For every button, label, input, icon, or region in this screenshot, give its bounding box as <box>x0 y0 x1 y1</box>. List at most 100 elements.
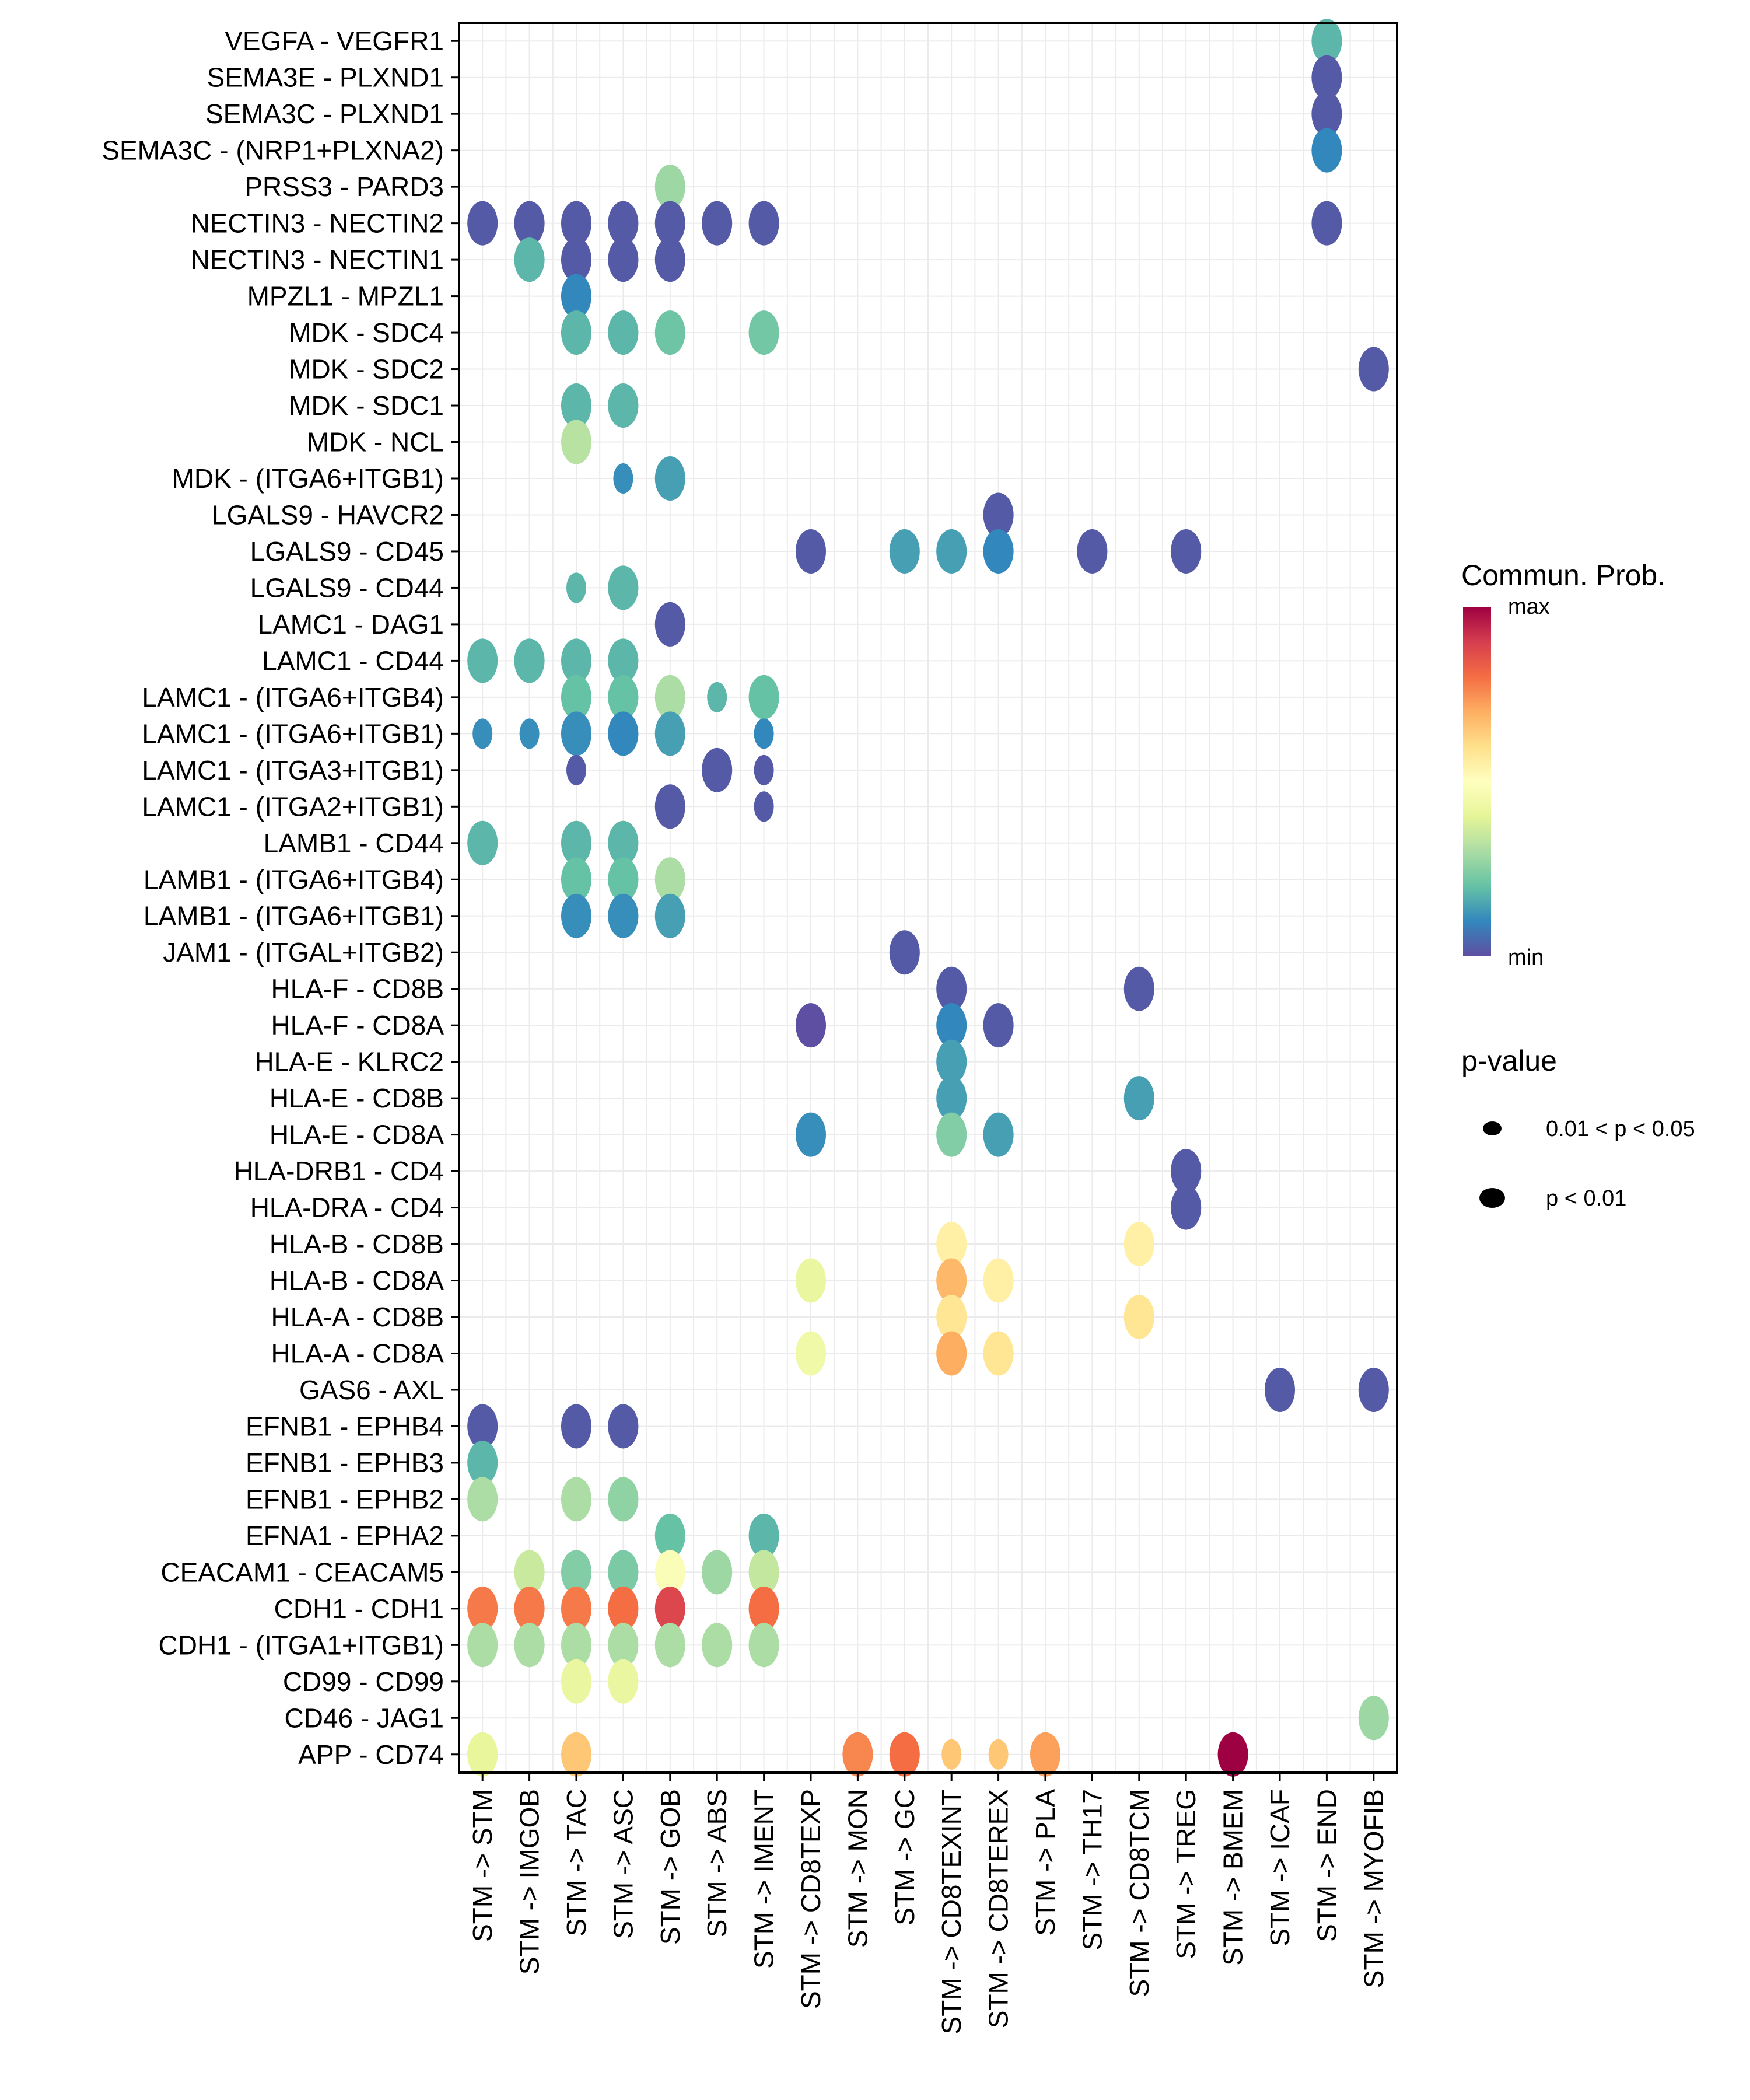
pvalue-legend-small-label: 0.01 < p < 0.05 <box>1546 1117 1695 1141</box>
y-tick-label: LGALS9 - CD44 <box>250 572 444 603</box>
y-tick-label: JAM1 - (ITGAL+ITGB2) <box>163 937 444 967</box>
data-point <box>1124 1295 1154 1340</box>
data-point <box>796 1331 826 1376</box>
data-point <box>561 857 592 902</box>
data-point <box>561 201 592 246</box>
data-point <box>1311 92 1342 137</box>
data-point <box>936 529 967 574</box>
data-point <box>796 1258 826 1303</box>
x-tick-label: STM -> ASC <box>608 1789 638 1939</box>
y-tick-label: MPZL1 - MPZL1 <box>247 281 444 312</box>
y-tick-label: HLA-A - CD8A <box>271 1338 444 1368</box>
data-point <box>561 1659 592 1704</box>
data-point <box>936 1112 967 1157</box>
data-point <box>608 1623 639 1668</box>
data-point <box>936 1222 967 1267</box>
data-point <box>936 1039 967 1084</box>
data-points <box>467 19 1389 1777</box>
x-tick-label: STM -> TREG <box>1171 1789 1201 1959</box>
y-tick-label: HLA-F - CD8B <box>271 974 444 1004</box>
data-point <box>1311 201 1342 246</box>
data-point <box>889 930 920 975</box>
data-point <box>936 1003 967 1048</box>
y-tick-label: MDK - SDC2 <box>289 354 444 385</box>
y-tick-label: HLA-A - CD8B <box>271 1302 444 1332</box>
data-point <box>608 1586 639 1631</box>
data-point <box>561 675 592 719</box>
y-tick-label: HLA-DRA - CD4 <box>250 1193 444 1223</box>
data-point <box>561 711 592 756</box>
data-point <box>754 718 774 749</box>
x-tick-label: STM -> TAC <box>561 1789 592 1937</box>
y-tick-label: LAMC1 - CD44 <box>262 645 444 676</box>
data-point <box>561 383 592 428</box>
data-point <box>561 820 592 865</box>
data-point <box>983 529 1014 574</box>
data-point <box>748 1623 779 1668</box>
pvalue-legend-large-label: p < 0.01 <box>1546 1186 1626 1211</box>
x-tick-label: STM -> MYOFIB <box>1359 1789 1389 1988</box>
data-point <box>936 1258 967 1303</box>
data-point <box>561 420 592 464</box>
data-point <box>467 638 498 683</box>
data-point <box>1358 347 1389 392</box>
data-point <box>561 1477 592 1522</box>
data-point <box>467 1477 498 1522</box>
y-tick-label: EFNB1 - EPHB3 <box>246 1448 444 1478</box>
y-tick-label: MDK - SDC1 <box>289 390 444 421</box>
data-point <box>467 1586 498 1631</box>
y-tick-label: LAMB1 - (ITGA6+ITGB4) <box>144 864 444 894</box>
x-tick-label: STM -> ICAF <box>1265 1789 1295 1947</box>
y-tick-label: LAMC1 - DAG1 <box>257 609 444 640</box>
data-point <box>1311 19 1342 64</box>
y-tick-label: CD46 - JAG1 <box>284 1703 444 1733</box>
data-point <box>608 675 639 719</box>
data-point <box>754 791 774 822</box>
colorbar <box>1463 607 1491 956</box>
data-point <box>608 1550 639 1595</box>
pvalue-legend: p-value 0.01 < p < 0.05 p < 0.01 <box>1461 1044 1695 1211</box>
data-point <box>988 1739 1009 1770</box>
data-point <box>936 1295 967 1340</box>
data-point <box>983 1112 1014 1157</box>
data-point <box>613 463 634 494</box>
data-point <box>561 893 592 938</box>
y-tick-label: HLA-B - CD8A <box>270 1266 444 1296</box>
pvalue-legend-large-dot <box>1479 1188 1505 1208</box>
colorbar-max-label: max <box>1508 595 1550 619</box>
data-point <box>889 1732 920 1777</box>
data-point <box>796 1003 826 1048</box>
data-point <box>514 1586 545 1631</box>
data-point <box>467 1404 498 1449</box>
y-tick-label: HLA-B - CD8B <box>270 1229 444 1259</box>
data-point <box>608 1404 639 1449</box>
y-tick-label: LAMC1 - (ITGA6+ITGB4) <box>142 682 444 712</box>
data-point <box>561 274 592 319</box>
y-tick-label: CD99 - CD99 <box>283 1666 444 1697</box>
data-point <box>467 1732 498 1777</box>
data-point <box>654 675 685 719</box>
data-point <box>654 165 685 209</box>
data-point <box>1077 529 1108 574</box>
data-point <box>608 237 639 282</box>
data-point <box>608 1659 639 1704</box>
y-tick-label: EFNB1 - EPHB2 <box>246 1484 444 1514</box>
y-tick-label: MDK - NCL <box>307 427 444 457</box>
data-point <box>467 1623 498 1668</box>
data-point <box>654 1623 685 1668</box>
data-point <box>467 820 498 865</box>
data-point <box>467 201 498 246</box>
data-point <box>473 718 493 749</box>
y-tick-label: LAMB1 - (ITGA6+ITGB1) <box>144 901 444 931</box>
y-tick-label: CDH1 - (ITGA1+ITGB1) <box>159 1630 444 1660</box>
data-point <box>796 529 826 574</box>
y-tick-label: MDK - SDC4 <box>289 317 444 348</box>
y-tick-label: LGALS9 - HAVCR2 <box>212 499 444 530</box>
data-point <box>519 718 540 749</box>
data-point <box>561 1623 592 1668</box>
y-tick-label: MDK - (ITGA6+ITGB1) <box>172 463 444 494</box>
data-point <box>608 711 639 756</box>
data-point <box>514 1550 545 1595</box>
y-tick-label: LAMC1 - (ITGA6+ITGB1) <box>142 718 444 749</box>
